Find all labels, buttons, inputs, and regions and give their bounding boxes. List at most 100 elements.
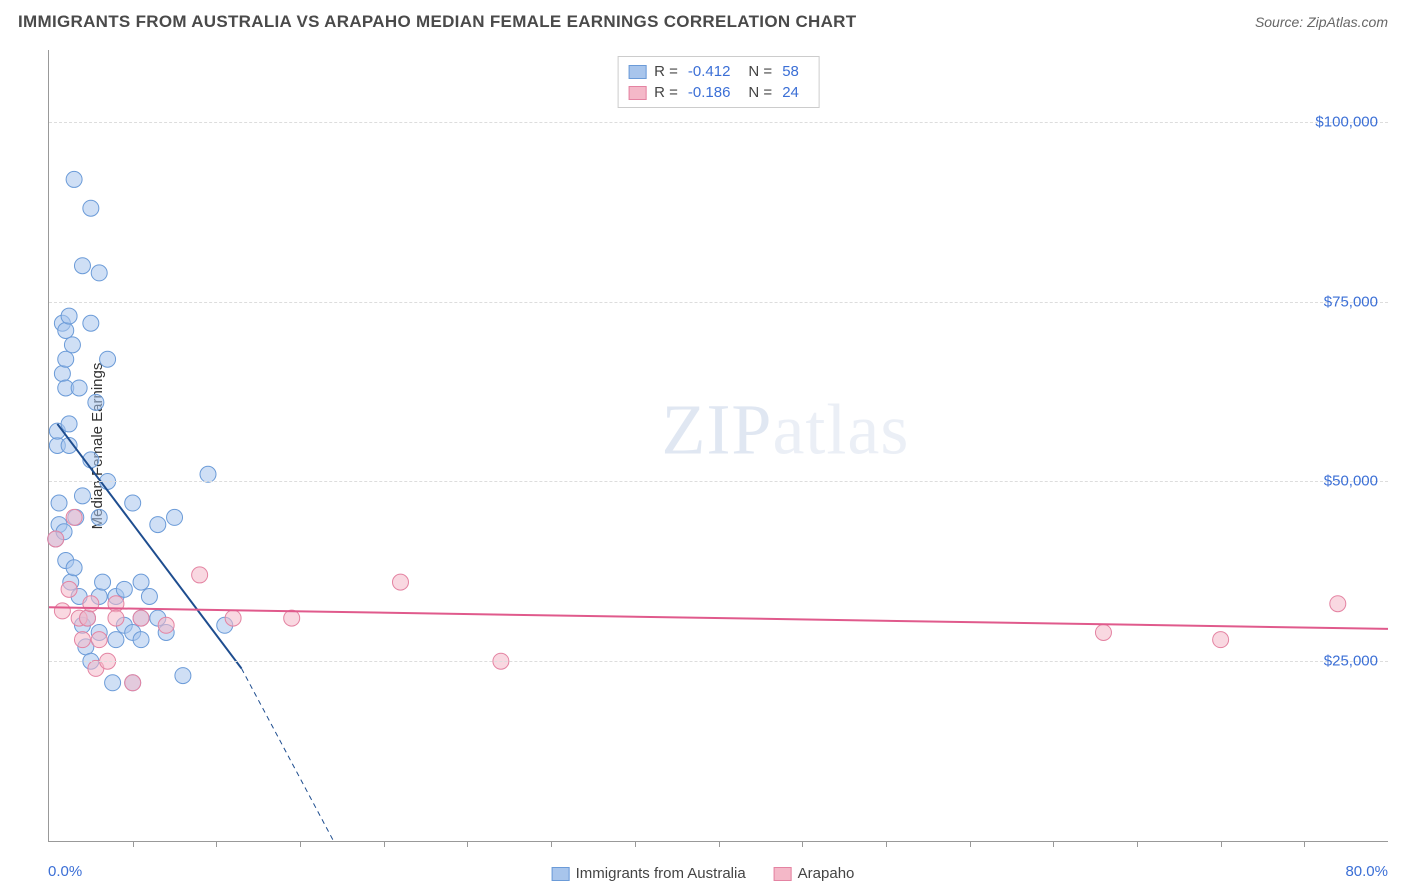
data-point xyxy=(91,632,107,648)
legend-r-label: R = xyxy=(654,63,678,80)
data-point xyxy=(133,574,149,590)
data-point xyxy=(125,495,141,511)
trend-line xyxy=(49,607,1388,629)
data-point xyxy=(167,509,183,525)
data-point xyxy=(95,574,111,590)
data-point xyxy=(74,632,90,648)
legend-r-value: -0.186 xyxy=(688,84,731,101)
x-tick xyxy=(216,841,217,847)
gridline xyxy=(49,481,1388,482)
x-tick xyxy=(300,841,301,847)
x-tick xyxy=(1053,841,1054,847)
data-point xyxy=(61,581,77,597)
data-point xyxy=(100,351,116,367)
data-point xyxy=(48,531,64,547)
data-point xyxy=(1330,596,1346,612)
data-point xyxy=(392,574,408,590)
data-point xyxy=(158,617,174,633)
x-axis-max-label: 80.0% xyxy=(1345,863,1388,880)
data-point xyxy=(83,596,99,612)
data-point xyxy=(64,337,80,353)
plot-svg xyxy=(49,50,1388,841)
y-tick-label: $50,000 xyxy=(1324,473,1378,490)
legend-series-label: Arapaho xyxy=(798,865,855,882)
legend-swatch xyxy=(628,65,646,79)
source-label: Source: xyxy=(1255,14,1303,30)
data-point xyxy=(108,632,124,648)
x-tick xyxy=(1137,841,1138,847)
x-tick xyxy=(1304,841,1305,847)
chart-title: IMMIGRANTS FROM AUSTRALIA VS ARAPAHO MED… xyxy=(18,12,856,32)
x-tick xyxy=(133,841,134,847)
data-point xyxy=(74,258,90,274)
data-point xyxy=(192,567,208,583)
data-point xyxy=(51,495,67,511)
data-point xyxy=(175,668,191,684)
data-point xyxy=(133,610,149,626)
legend-series-item: Arapaho xyxy=(774,865,855,882)
legend-n-value: 58 xyxy=(782,63,799,80)
x-tick xyxy=(1221,841,1222,847)
y-tick-label: $75,000 xyxy=(1324,293,1378,310)
data-point xyxy=(88,394,104,410)
legend-series: Immigrants from Australia Arapaho xyxy=(552,865,855,882)
data-point xyxy=(66,560,82,576)
data-point xyxy=(284,610,300,626)
data-point xyxy=(58,322,74,338)
gridline xyxy=(49,302,1388,303)
data-point xyxy=(116,581,132,597)
legend-n-label: N = xyxy=(748,63,772,80)
x-tick xyxy=(970,841,971,847)
data-point xyxy=(1213,632,1229,648)
legend-series-label: Immigrants from Australia xyxy=(576,865,746,882)
x-axis-min-label: 0.0% xyxy=(48,863,82,880)
data-point xyxy=(150,517,166,533)
x-tick xyxy=(551,841,552,847)
data-point xyxy=(74,488,90,504)
legend-series-item: Immigrants from Australia xyxy=(552,865,746,882)
data-point xyxy=(133,632,149,648)
data-point xyxy=(91,509,107,525)
data-point xyxy=(125,675,141,691)
source-attribution: Source: ZipAtlas.com xyxy=(1255,14,1388,30)
legend-swatch xyxy=(628,86,646,100)
legend-n-label: N = xyxy=(748,84,772,101)
x-tick xyxy=(886,841,887,847)
source-name: ZipAtlas.com xyxy=(1307,14,1388,30)
data-point xyxy=(66,509,82,525)
trend-line-extrapolated xyxy=(241,668,333,841)
legend-correlation-row: R = -0.186 N = 24 xyxy=(628,82,809,103)
data-point xyxy=(79,610,95,626)
data-point xyxy=(71,380,87,396)
legend-swatch xyxy=(774,867,792,881)
data-point xyxy=(54,603,70,619)
data-point xyxy=(66,171,82,187)
data-point xyxy=(83,315,99,331)
gridline xyxy=(49,122,1388,123)
data-point xyxy=(61,308,77,324)
gridline xyxy=(49,661,1388,662)
legend-r-value: -0.412 xyxy=(688,63,731,80)
data-point xyxy=(91,265,107,281)
data-point xyxy=(54,366,70,382)
data-point xyxy=(200,466,216,482)
legend-r-label: R = xyxy=(654,84,678,101)
x-tick xyxy=(467,841,468,847)
legend-swatch xyxy=(552,867,570,881)
legend-correlation-row: R = -0.412 N = 58 xyxy=(628,61,809,82)
data-point xyxy=(105,675,121,691)
legend-correlation: R = -0.412 N = 58 R = -0.186 N = 24 xyxy=(617,56,820,108)
data-point xyxy=(108,610,124,626)
y-tick-label: $25,000 xyxy=(1324,653,1378,670)
legend-n-value: 24 xyxy=(782,84,799,101)
data-point xyxy=(1095,624,1111,640)
x-tick xyxy=(384,841,385,847)
header-bar: IMMIGRANTS FROM AUSTRALIA VS ARAPAHO MED… xyxy=(0,0,1406,40)
y-tick-label: $100,000 xyxy=(1315,113,1378,130)
x-tick xyxy=(635,841,636,847)
x-tick xyxy=(719,841,720,847)
data-point xyxy=(58,351,74,367)
data-point xyxy=(225,610,241,626)
plot-area: ZIPatlas R =-0.412N =58R =-0.186N =24 $2… xyxy=(48,50,1388,842)
data-point xyxy=(141,589,157,605)
